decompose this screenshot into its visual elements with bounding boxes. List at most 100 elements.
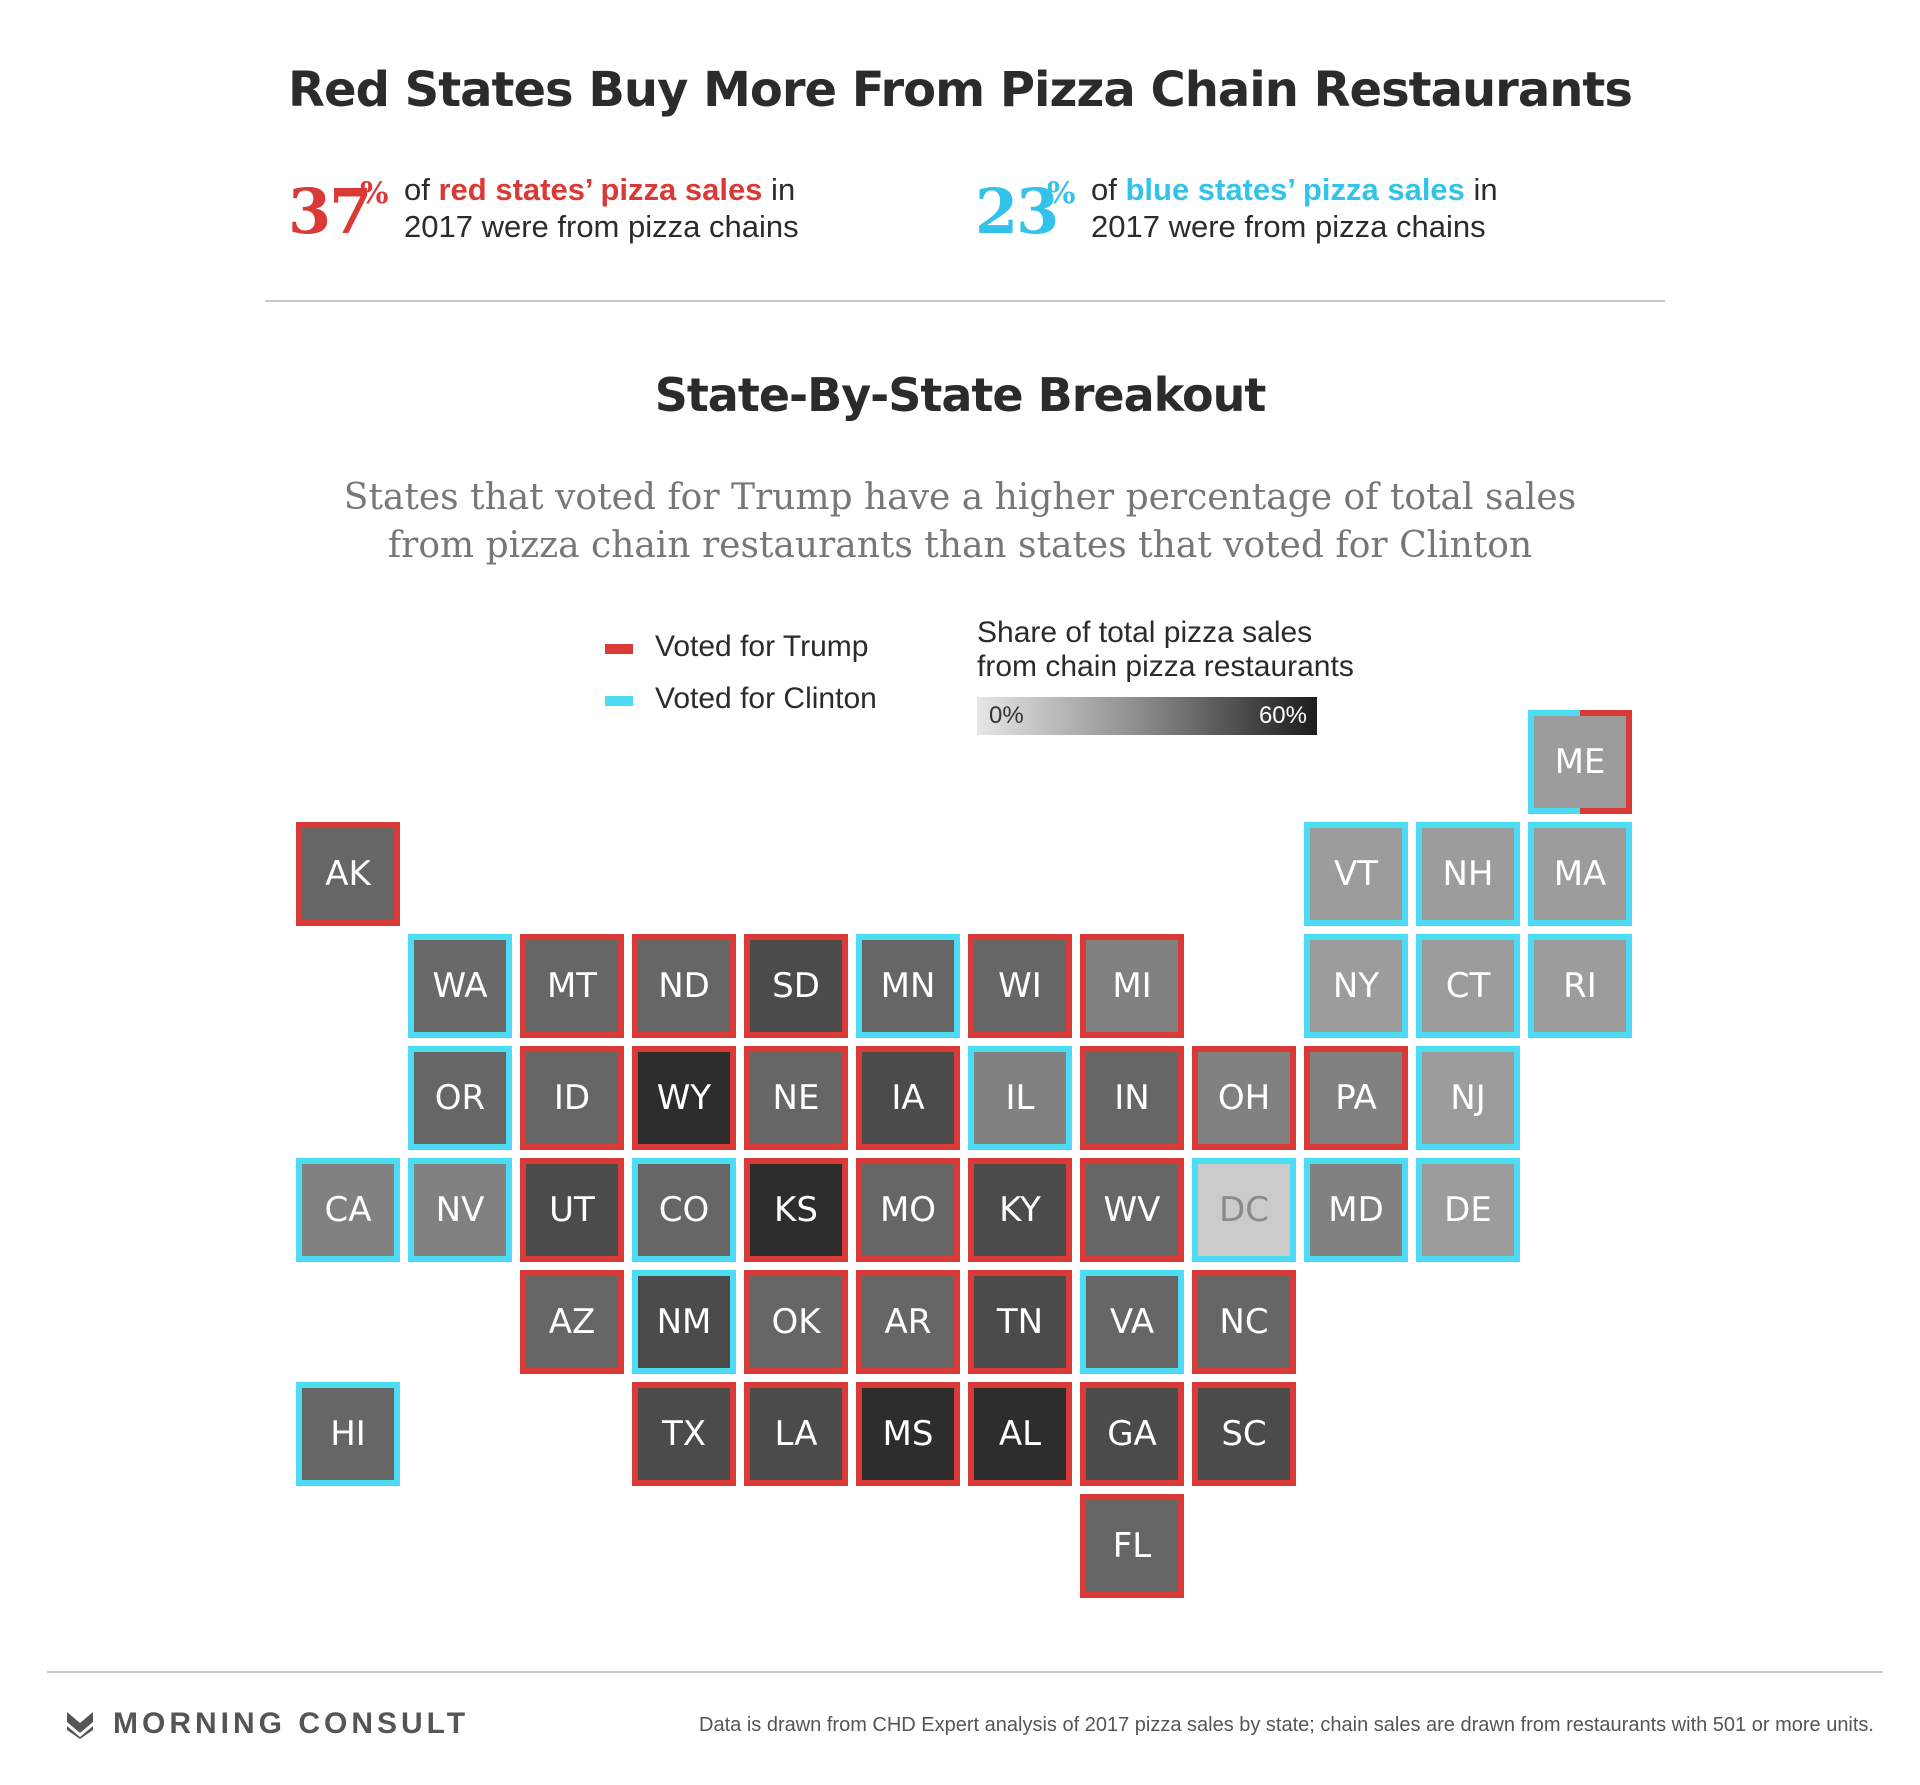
state-tile-ms: MS bbox=[856, 1382, 960, 1486]
clinton-swatch bbox=[605, 696, 633, 706]
state-tile-mt: MT bbox=[520, 934, 624, 1038]
state-label: AL bbox=[998, 1414, 1042, 1454]
state-tile-sc: SC bbox=[1192, 1382, 1296, 1486]
state-label: MO bbox=[879, 1190, 937, 1230]
state-label: OR bbox=[434, 1078, 486, 1118]
state-tile-wa: WA bbox=[408, 934, 512, 1038]
clinton-legend-label: Voted for Clinton bbox=[655, 682, 877, 715]
state-tile-ca: CA bbox=[296, 1158, 400, 1262]
state-tile-nm: NM bbox=[632, 1270, 736, 1374]
chart-description: States that voted for Trump have a highe… bbox=[343, 477, 1577, 566]
section-divider bbox=[265, 300, 1665, 302]
state-tile-ct: CT bbox=[1416, 934, 1520, 1038]
blue-stat-pre: of bbox=[1091, 172, 1126, 207]
state-tile-hi: HI bbox=[296, 1382, 400, 1486]
state-tile-la: LA bbox=[744, 1382, 848, 1486]
state-label: WV bbox=[1103, 1190, 1161, 1230]
state-tile-nh: NH bbox=[1416, 822, 1520, 926]
state-label: NH bbox=[1442, 854, 1494, 894]
state-tile-tn: TN bbox=[968, 1270, 1072, 1374]
scale-min-label: 0% bbox=[989, 702, 1024, 729]
source-note: Data is drawn from CHD Expert analysis o… bbox=[699, 1714, 1874, 1736]
state-tile-nd: ND bbox=[632, 934, 736, 1038]
state-tile-ri: RI bbox=[1528, 934, 1632, 1038]
state-tile-ut: UT bbox=[520, 1158, 624, 1262]
state-tile-sd: SD bbox=[744, 934, 848, 1038]
state-label: DC bbox=[1219, 1190, 1269, 1230]
state-label: ID bbox=[553, 1078, 591, 1118]
state-label: UT bbox=[549, 1190, 595, 1230]
state-tile-me: ME bbox=[1528, 710, 1632, 814]
state-label: SD bbox=[772, 966, 820, 1006]
red-stat-percent-sign: % bbox=[360, 176, 389, 211]
state-label: KY bbox=[999, 1190, 1041, 1230]
state-label: NM bbox=[656, 1302, 712, 1342]
blue-stat: 23 % of blue states’ pizza sales in 2017… bbox=[975, 172, 1555, 265]
state-tile-wv: WV bbox=[1080, 1158, 1184, 1262]
state-label: PA bbox=[1335, 1078, 1377, 1118]
state-tile-co: CO bbox=[632, 1158, 736, 1262]
red-stat-text: of red states’ pizza sales in 2017 were … bbox=[404, 171, 799, 245]
state-tile-ga: GA bbox=[1080, 1382, 1184, 1486]
state-label: LA bbox=[774, 1414, 818, 1454]
state-tile-id: ID bbox=[520, 1046, 624, 1150]
chevron-down-icon bbox=[65, 1709, 95, 1739]
state-tile-ia: IA bbox=[856, 1046, 960, 1150]
split-vote-border bbox=[1580, 710, 1632, 814]
state-tile-in: IN bbox=[1080, 1046, 1184, 1150]
red-stat-line2: 2017 were from pizza chains bbox=[404, 209, 799, 244]
brand-name: MORNING CONSULT bbox=[113, 1707, 470, 1740]
state-tile-md: MD bbox=[1304, 1158, 1408, 1262]
state-tile-al: AL bbox=[968, 1382, 1072, 1486]
state-tile-ma: MA bbox=[1528, 822, 1632, 926]
state-label: GA bbox=[1107, 1414, 1157, 1454]
state-label: MT bbox=[546, 966, 598, 1006]
state-label: WA bbox=[432, 966, 488, 1006]
state-label: HI bbox=[330, 1414, 366, 1454]
state-label: ND bbox=[658, 966, 710, 1006]
footer-divider bbox=[47, 1671, 1883, 1673]
state-label: RI bbox=[1563, 966, 1597, 1006]
state-label: NC bbox=[1219, 1302, 1269, 1342]
state-tile-va: VA bbox=[1080, 1270, 1184, 1374]
state-tile-dc: DC bbox=[1192, 1158, 1296, 1262]
blue-stat-percent-sign: % bbox=[1047, 176, 1076, 211]
state-label: NJ bbox=[1450, 1078, 1486, 1118]
state-label: MN bbox=[880, 966, 936, 1006]
state-tile-ar: AR bbox=[856, 1270, 960, 1374]
state-label: IL bbox=[1005, 1078, 1035, 1118]
scale-title-line2: from chain pizza restaurants bbox=[977, 650, 1354, 683]
scale-title: Share of total pizza sales from chain pi… bbox=[977, 616, 1354, 684]
blue-stat-line2: 2017 were from pizza chains bbox=[1091, 209, 1486, 244]
state-label: SC bbox=[1221, 1414, 1267, 1454]
state-label: FL bbox=[1112, 1526, 1152, 1566]
state-tile-map: ME AK VT NH MA WA MT ND SD MN WI MI NY CT RI OR ID WY NE IA… bbox=[296, 710, 1632, 1598]
state-tile-wy: WY bbox=[632, 1046, 736, 1150]
state-label: NY bbox=[1332, 966, 1380, 1006]
state-label: CA bbox=[324, 1190, 372, 1230]
state-tile-az: AZ bbox=[520, 1270, 624, 1374]
state-label: AK bbox=[325, 854, 371, 894]
blue-stat-post: in bbox=[1464, 172, 1498, 207]
state-tile-ks: KS bbox=[744, 1158, 848, 1262]
state-tile-wi: WI bbox=[968, 934, 1072, 1038]
state-tile-ny: NY bbox=[1304, 934, 1408, 1038]
blue-stat-value: 23 bbox=[975, 175, 1059, 248]
state-tile-mn: MN bbox=[856, 934, 960, 1038]
state-tile-fl: FL bbox=[1080, 1494, 1184, 1598]
state-tile-il: IL bbox=[968, 1046, 1072, 1150]
state-tile-nv: NV bbox=[408, 1158, 512, 1262]
trump-swatch bbox=[605, 644, 633, 654]
state-label: OH bbox=[1217, 1078, 1271, 1118]
red-stat-value: 37 bbox=[288, 175, 372, 248]
state-label: VA bbox=[1109, 1302, 1155, 1342]
blue-stat-highlight: blue states’ pizza sales bbox=[1125, 172, 1465, 207]
state-label: KS bbox=[774, 1190, 818, 1230]
state-tile-tx: TX bbox=[632, 1382, 736, 1486]
state-tile-pa: PA bbox=[1304, 1046, 1408, 1150]
state-label: MA bbox=[1553, 854, 1607, 894]
state-label: WY bbox=[656, 1078, 712, 1118]
state-label: OK bbox=[771, 1302, 821, 1342]
state-tile-mi: MI bbox=[1080, 934, 1184, 1038]
chart-title: Red States Buy More From Pizza Chain Res… bbox=[288, 62, 1633, 118]
